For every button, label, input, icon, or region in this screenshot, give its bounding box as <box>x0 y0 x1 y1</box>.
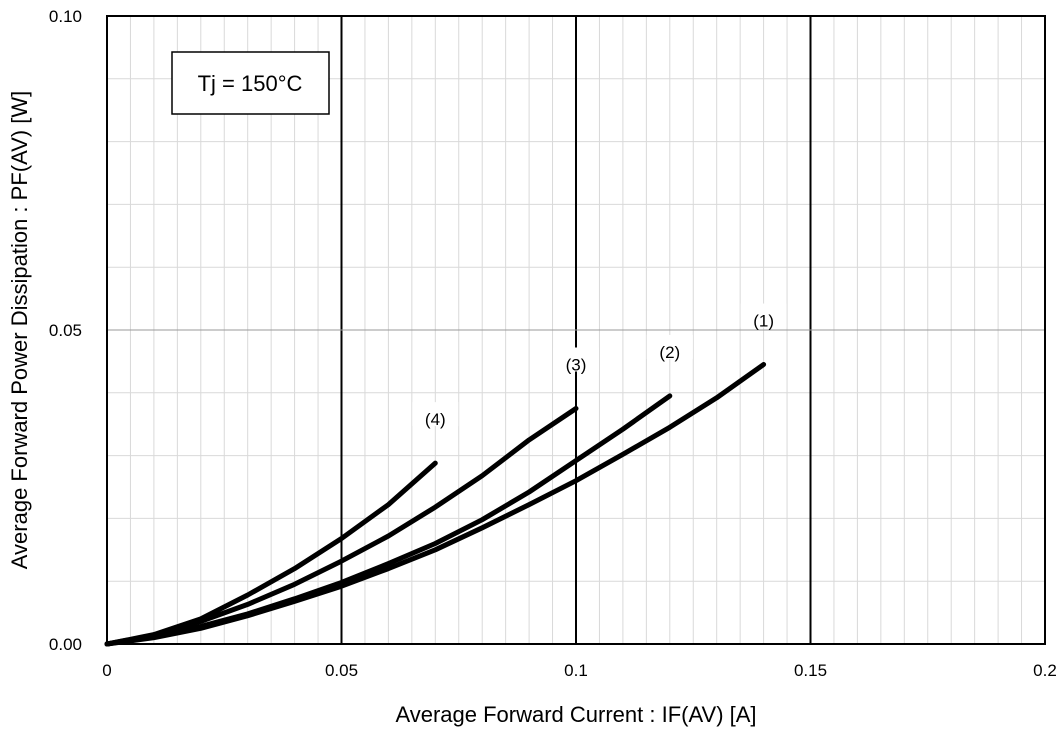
series-label-4: (4) <box>425 410 446 429</box>
y-tick-label: 0.05 <box>49 321 82 340</box>
series-label-3: (3) <box>566 356 587 375</box>
series-label-bg <box>553 347 599 372</box>
x-axis-title: Average Forward Current : IF(AV) [A] <box>395 702 756 727</box>
x-tick-label: 0.15 <box>794 661 827 680</box>
y-tick-labels: 0.00 0.05 0.10 <box>49 7 82 654</box>
x-tick-label: 0.1 <box>564 661 588 680</box>
x-tick-label: 0.2 <box>1033 661 1057 680</box>
series-line-4 <box>104 460 438 647</box>
plot-frame <box>106 15 1046 645</box>
series-label-bg <box>740 303 787 328</box>
x-tick-label: 0 <box>102 661 111 680</box>
annotation-text: Tj = 150°C <box>198 71 303 96</box>
y-tick-label: 0.00 <box>49 635 82 654</box>
y-axis-title: Average Forward Power Dissipation : PF(A… <box>7 91 32 569</box>
y-tick-label: 0.10 <box>49 7 82 26</box>
annotation-box <box>171 51 330 115</box>
series-label-bg <box>412 402 459 427</box>
series-label-bg <box>646 334 693 359</box>
series-label-2: (2) <box>659 343 680 362</box>
series-labels: (1) (2) (3) (4) <box>412 303 787 429</box>
x-tick-label: 0.05 <box>325 661 358 680</box>
series-layer <box>104 362 767 647</box>
series-label-1: (1) <box>753 312 774 331</box>
condition-annotation: Tj = 150°C <box>171 51 330 115</box>
series-line-2 <box>104 393 673 647</box>
x-tick-labels: 0 0.05 0.1 0.15 0.2 <box>102 661 1057 680</box>
